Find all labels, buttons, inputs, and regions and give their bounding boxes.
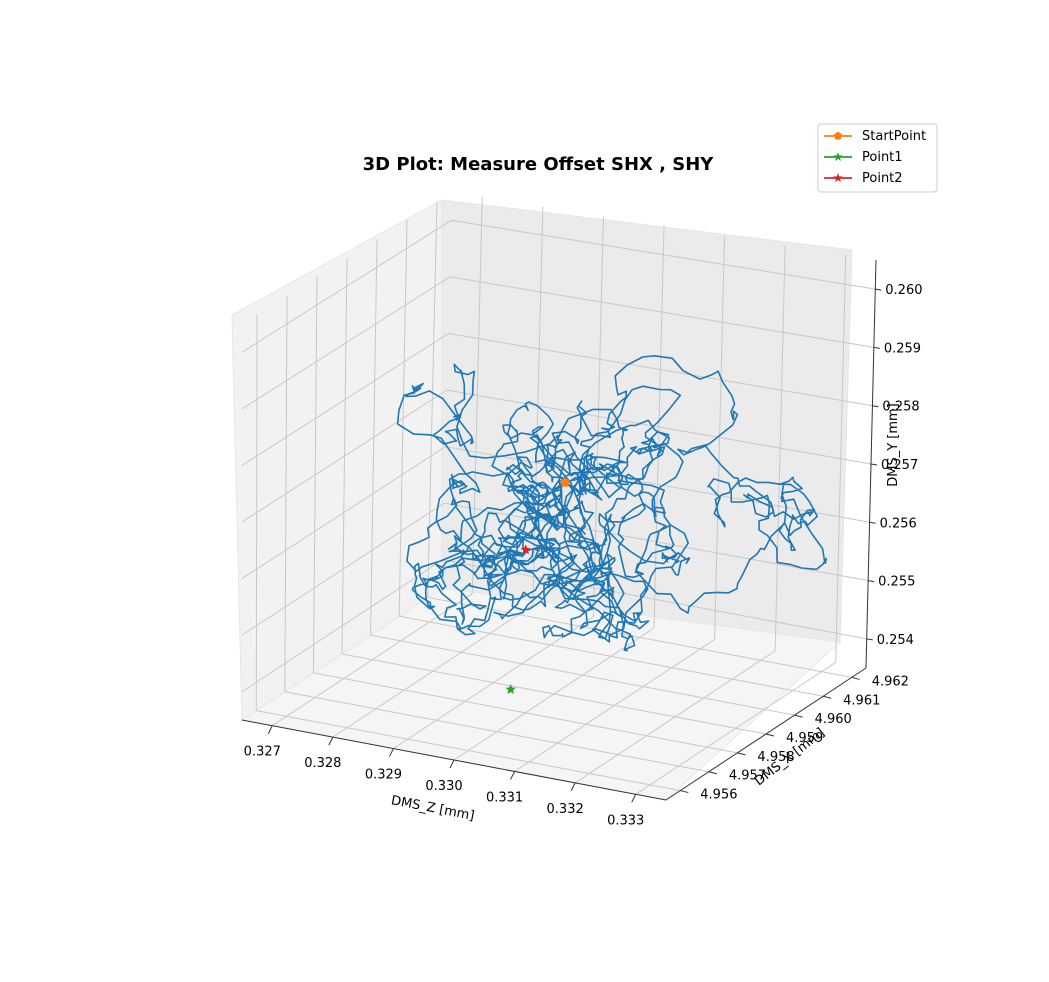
- x-axis-line: [241, 719, 667, 801]
- grid-line-z: [241, 559, 443, 693]
- tick-mark-x: [631, 794, 637, 803]
- y-tick-label: 4.958: [757, 750, 794, 765]
- x-axis-label: DMS_Z [mm]: [390, 793, 476, 824]
- tick-mark-x: [267, 725, 273, 734]
- point2-marker: [520, 544, 531, 555]
- grid-line-y: [370, 634, 795, 716]
- legend-box: [817, 123, 938, 193]
- tick-mark-y: [680, 790, 689, 794]
- grid-line-z: [241, 333, 449, 466]
- point-markers: [505, 477, 570, 694]
- legend-entry-point1: Point1: [824, 150, 903, 165]
- tick-labels: 0.327 0.328 0.329 0.330 0.331 0.332 0.333 4.956…: [241, 259, 923, 828]
- grid-line-y: [313, 672, 738, 754]
- tick-mark-x: [388, 748, 394, 757]
- x-tick-label: 0.332: [547, 802, 584, 817]
- y-tick-label: 4.957: [729, 769, 766, 784]
- grid-line-y: [341, 653, 767, 735]
- tick-mark-y: [737, 752, 746, 756]
- grid-line-y: [284, 691, 709, 773]
- tick-mark-z: [872, 405, 879, 408]
- grid-line-z: [446, 389, 872, 465]
- trajectory-line: [396, 354, 828, 652]
- legend: StartPoint Point1 Point2: [817, 123, 938, 193]
- y-tick-label: 4.962: [872, 674, 909, 689]
- tick-mark-z: [868, 580, 875, 583]
- grid-line-y: [427, 596, 852, 678]
- z-tick-label: 0.258: [882, 400, 919, 415]
- tick-mark-y: [823, 695, 832, 699]
- x-tick-label: 0.330: [425, 779, 462, 794]
- grid-line-z: [241, 219, 452, 353]
- grid-line-z: [451, 219, 876, 290]
- grid-line-z: [449, 276, 874, 348]
- point1-marker: [505, 684, 516, 694]
- grid-line-z: [241, 446, 446, 579]
- tick-mark-y: [765, 733, 775, 737]
- grid-line-z: [241, 502, 445, 636]
- y-axis-line: [665, 667, 867, 801]
- tick-mark-z: [866, 638, 873, 641]
- x-tick-label: 0.328: [304, 756, 341, 771]
- x-tick-label: 0.327: [244, 745, 281, 760]
- grid-line-y: [256, 710, 681, 792]
- z-axis-label: DMS_Y [mm]: [886, 403, 901, 487]
- tick-mark-x: [570, 782, 576, 792]
- legend-entry-point2: Point2: [824, 171, 903, 186]
- z-tick-label: 0.256: [880, 516, 917, 531]
- star-marker-icon: [833, 152, 843, 161]
- trajectory-path: [396, 354, 828, 652]
- tick-mark-z: [873, 346, 880, 349]
- legend-label-point1: Point1: [862, 150, 903, 165]
- axes-panes: [231, 199, 853, 801]
- tick-mark-y: [708, 771, 717, 775]
- tick-mark-z: [875, 288, 882, 291]
- y-tick-label: 4.960: [815, 712, 852, 727]
- legend-label-point2: Point2: [862, 171, 903, 186]
- tick-mark-x: [449, 759, 455, 769]
- z-tick-label: 0.254: [877, 633, 914, 648]
- pentagon-marker-icon: [833, 131, 843, 140]
- legend-label-startpoint: StartPoint: [862, 129, 926, 144]
- tick-mark-y: [851, 676, 860, 680]
- tick-mark-x: [510, 771, 516, 780]
- x-tick-label: 0.331: [486, 790, 523, 805]
- tick-mark-y: [794, 714, 803, 718]
- y-tick-label: 4.956: [700, 788, 737, 803]
- z-axis-line: [865, 259, 877, 669]
- tick-mark-x: [328, 736, 334, 746]
- z-tick-label: 0.259: [884, 341, 921, 356]
- grid-line-z: [448, 332, 873, 407]
- z-tick-label: 0.260: [885, 283, 922, 298]
- y-tick-label: 4.961: [843, 693, 880, 708]
- start-point-marker: [560, 477, 570, 487]
- grid-line-z: [241, 276, 451, 410]
- star-marker-icon: [833, 173, 843, 182]
- x-tick-label: 0.329: [365, 768, 402, 783]
- z-tick-label: 0.257: [881, 458, 918, 473]
- y-tick-label: 4.959: [786, 731, 823, 746]
- legend-entry-startpoint: StartPoint: [824, 129, 926, 144]
- tick-mark-z: [870, 463, 878, 466]
- x-tick-label: 0.333: [607, 813, 644, 828]
- z-tick-label: 0.255: [878, 575, 915, 590]
- grid-line-z: [241, 389, 448, 523]
- chart-title: 3D Plot: Measure Offset SHX , SHY: [363, 154, 715, 175]
- tick-mark-z: [869, 521, 876, 524]
